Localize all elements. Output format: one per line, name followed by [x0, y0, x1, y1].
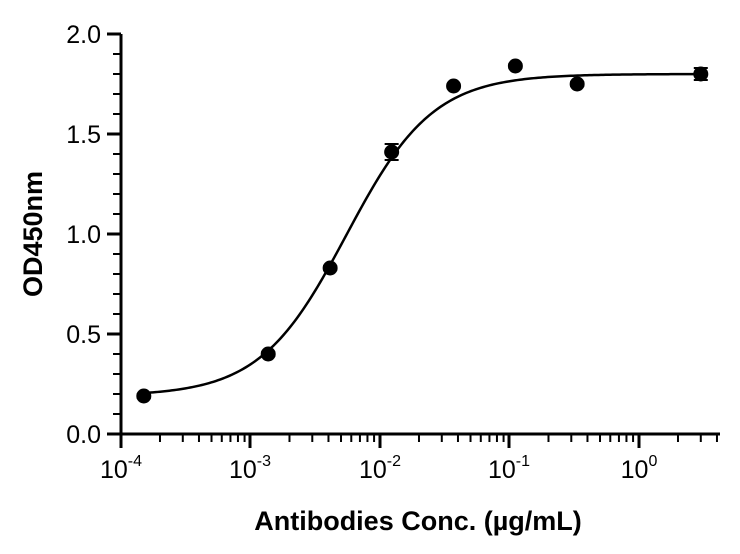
x-tick-exponent: 0 [648, 453, 657, 470]
fit-curve-group [143, 72, 701, 395]
x-tick-base: 10 [488, 456, 516, 484]
x-tick-base: 10 [621, 456, 649, 484]
tick-labels: 0.00.51.01.52.010-4 10-3 10-2 10-1 100 [66, 21, 657, 484]
y-tick-label: 1.0 [66, 221, 101, 249]
fit-curve-line [143, 72, 701, 395]
y-tick-label: 0.0 [66, 421, 101, 449]
y-axis-title: OD450nm [18, 171, 48, 297]
x-tick-label: 10-4 [100, 453, 142, 484]
y-tick-label: 0.5 [66, 321, 101, 349]
x-tick-exponent: -2 [387, 453, 401, 470]
x-axis-title: Antibodies Conc. (µg/mL) [254, 506, 582, 536]
x-tick-base: 10 [229, 456, 257, 484]
x-tick-exponent: -3 [257, 453, 271, 470]
data-point [446, 78, 462, 94]
x-tick-base: 10 [100, 456, 128, 484]
x-tick-label: 10-2 [359, 453, 401, 484]
x-tick-exponent: -1 [516, 453, 530, 470]
y-tick-label: 1.5 [66, 121, 101, 149]
data-point [136, 388, 152, 404]
data-point [260, 346, 276, 362]
data-points [136, 58, 709, 404]
x-tick-label: 10-1 [488, 453, 530, 484]
data-point [569, 76, 585, 92]
y-tick-label: 2.0 [66, 21, 101, 49]
data-point [507, 58, 523, 74]
data-point [693, 66, 709, 82]
x-tick-exponent: -4 [128, 453, 142, 470]
x-tick-label: 100 [621, 453, 658, 484]
tick-marks [107, 32, 718, 448]
x-tick-label: 10-3 [229, 453, 271, 484]
data-point [322, 260, 338, 276]
data-point [384, 144, 400, 160]
axes [119, 34, 720, 436]
x-tick-base: 10 [359, 456, 387, 484]
